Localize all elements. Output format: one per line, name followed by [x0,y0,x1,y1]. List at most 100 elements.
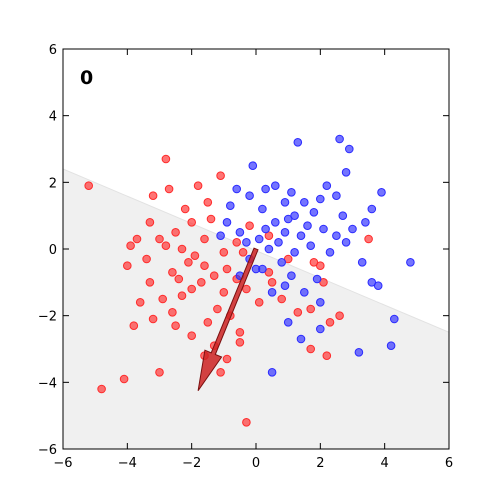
scatter-point-series-0 [267,278,277,287]
scatter-point-series-0 [222,264,232,274]
x-tick-label: 2 [316,456,324,471]
scatter-point-series-1 [290,248,299,257]
scatter-point-series-1 [338,211,348,220]
scatter-point-series-1 [322,181,332,190]
scatter-point-series-0 [219,288,229,297]
scatter-point-series-1 [377,188,386,197]
scatter-point-series-0 [193,181,203,190]
y-tick-label: 4 [49,110,57,125]
scatter-point-series-0 [200,261,209,271]
scatter-point-series-0 [155,368,164,377]
scatter-point-series-1 [312,274,322,284]
scatter-point-series-0 [213,304,222,314]
scatter-point-series-0 [190,251,200,260]
scatter-point-series-1 [226,201,235,210]
scatter-point-series-0 [171,228,180,237]
scatter-point-series-0 [235,338,245,347]
y-tick-label: −2 [38,310,57,325]
scatter-point-series-0 [174,274,184,284]
scatter-point-series-1 [316,194,325,204]
scatter-point-series-0 [306,344,316,354]
panel-label: 0 [80,67,93,89]
scatter-point-series-1 [345,144,354,154]
scatter-point-series-1 [300,198,309,207]
scatter-point-series-0 [145,218,155,227]
scatter-point-series-1 [306,241,316,250]
scatter-point-series-1 [254,234,264,244]
scatter-point-series-1 [287,271,296,281]
scatter-point-series-0 [335,311,344,321]
scatter-point-series-0 [119,374,129,384]
scatter-point-series-1 [235,228,245,237]
scatter-point-series-1 [316,298,325,307]
scatter-point-series-0 [148,191,158,200]
y-tick-label: −4 [38,376,57,391]
scatter-point-series-0 [132,234,142,244]
scatter-point-series-1 [232,184,241,194]
scatter-point-series-0 [164,184,174,194]
scatter-point-series-0 [171,321,180,331]
scatter-point-series-1 [283,318,293,327]
scatter-point-series-0 [242,418,251,427]
scatter-point-series-1 [287,188,296,197]
scatter-point-series-1 [251,264,261,274]
scatter-point-series-1 [348,224,357,234]
scatter-point-series-1 [354,348,364,357]
scatter-point-series-1 [325,248,335,257]
scatter-point-series-1 [406,258,415,267]
scatter-point-series-0 [325,318,335,327]
scatter-point-series-1 [361,218,370,227]
scatter-point-series-0 [306,304,316,314]
scatter-point-series-1 [300,288,309,297]
scatter-point-series-0 [322,351,332,361]
y-tick-label: 6 [49,43,57,58]
scatter-point-series-0 [187,331,196,341]
scatter-point-series-1 [386,341,396,351]
scatter-point-series-1 [341,238,351,247]
x-tick-label: −2 [182,456,201,471]
scatter-point-series-1 [332,191,341,200]
scatter-point-series-1 [341,168,351,177]
scatter-point-series-0 [203,198,213,207]
scatter-point-series-1 [277,258,287,267]
scatter-point-series-0 [161,154,171,164]
scatter-point-series-1 [280,281,290,291]
scatter-point-series-1 [357,258,367,267]
scatter-point-series-1 [258,204,267,214]
scatter-point-series-0 [135,298,145,307]
scatter-point-series-0 [123,261,132,271]
scatter-point-series-0 [203,318,213,327]
scatter-point-series-1 [222,218,232,227]
scatter-point-series-0 [232,238,241,247]
scatter-point-series-1 [264,244,274,254]
x-tick-label: 4 [381,456,389,471]
scatter-point-series-1 [261,184,270,194]
scatter-point-series-0 [145,278,155,287]
y-tick-label: −6 [38,443,57,458]
scatter-point-series-1 [303,221,312,230]
scatter-point-series-0 [180,204,190,214]
scatter-point-series-0 [219,248,229,257]
scatter-point-series-1 [309,208,319,217]
scatter-point-series-1 [316,324,325,334]
scatter-point-series-0 [206,214,216,224]
scatter-point-series-0 [168,268,177,277]
scatter-point-series-1 [267,288,277,297]
scatter-point-series-0 [187,284,196,294]
scatter-point-series-1 [296,231,306,240]
scatter-point-series-0 [168,308,177,317]
scatter-point-series-0 [161,241,171,250]
scatter-point-series-1 [271,218,280,227]
scatter-point-series-0 [277,294,287,304]
scatter-point-series-0 [97,384,106,394]
y-tick-label: 2 [49,176,57,191]
scatter-point-series-0 [155,234,164,244]
scatter-point-series-1 [390,314,399,324]
x-tick-label: 0 [252,456,260,471]
scatter-point-series-0 [216,171,225,180]
scatter-point-series-0 [364,234,373,244]
scatter-point-series-1 [242,238,251,247]
scatter-point-series-0 [216,368,225,377]
scatter-point-series-1 [373,281,383,291]
